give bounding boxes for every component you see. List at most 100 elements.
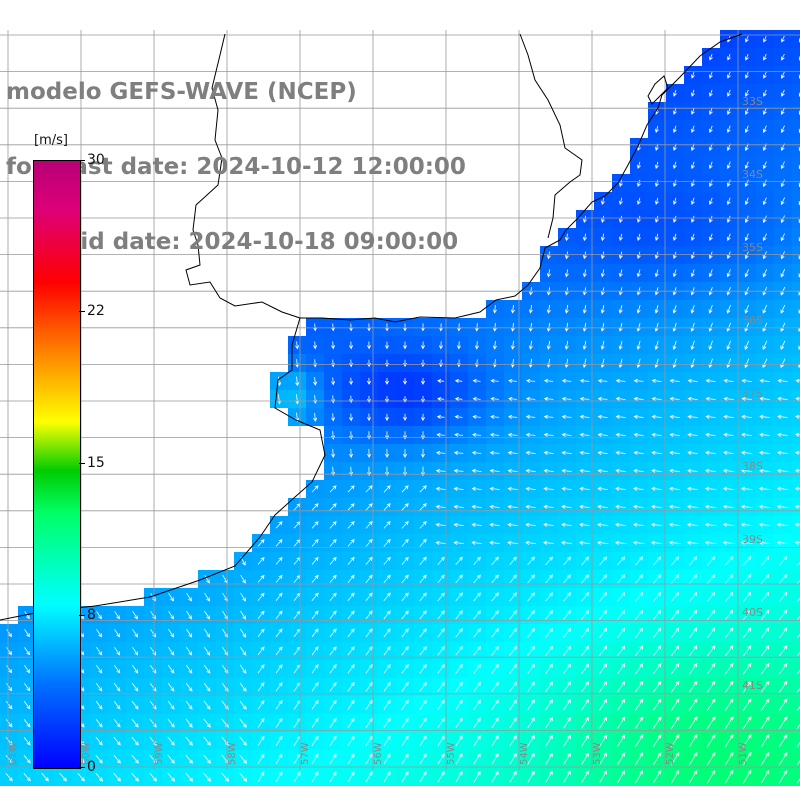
wind-arrow — [726, 107, 731, 115]
wind-arrow — [636, 197, 641, 205]
wind-arrow — [670, 680, 680, 693]
wind-arrow — [582, 322, 587, 332]
wind-speed-cell — [792, 372, 800, 390]
wind-arrow — [686, 504, 699, 509]
wind-arrow — [167, 754, 175, 764]
wind-arrow — [726, 233, 731, 242]
wind-arrow — [383, 681, 391, 692]
wind-arrow — [365, 574, 373, 583]
wind-arrow — [5, 736, 13, 746]
wind-arrow — [528, 340, 533, 350]
wind-arrow — [456, 341, 461, 350]
lagoon-dos-patos — [647, 75, 669, 105]
wind-arrow — [634, 663, 644, 675]
wind-arrow — [419, 610, 427, 620]
wind-speed-cell — [792, 156, 800, 174]
wind-arrow — [347, 503, 355, 511]
wind-arrow — [419, 556, 427, 565]
wind-arrow — [311, 646, 319, 656]
wind-arrow — [563, 734, 571, 747]
wind-arrow — [670, 752, 680, 766]
wind-arrow — [564, 233, 569, 242]
wind-arrow — [688, 769, 698, 784]
wind-arrow — [599, 681, 608, 693]
wind-arrow — [150, 592, 156, 602]
wind-arrow — [653, 574, 662, 584]
wind-arrow — [651, 486, 663, 491]
wind-speed-cell — [792, 30, 800, 48]
wind-arrow — [383, 717, 391, 728]
wind-arrow — [722, 504, 735, 509]
wind-arrow — [365, 753, 373, 765]
wind-arrow — [687, 414, 698, 419]
wind-arrow — [690, 125, 695, 133]
wind-arrow — [651, 450, 662, 455]
wind-arrow — [634, 698, 644, 711]
wind-arrow — [131, 736, 139, 746]
wind-arrow — [740, 540, 753, 545]
wind-arrow — [758, 522, 771, 527]
wind-arrow — [419, 663, 427, 674]
wind-arrow — [706, 591, 716, 602]
wind-arrow — [706, 698, 716, 712]
wind-arrow — [114, 611, 120, 620]
wind-arrow — [401, 717, 409, 728]
wind-arrow — [636, 304, 641, 314]
wind-arrow — [724, 751, 734, 766]
wind-arrow — [776, 504, 789, 509]
wind-arrow — [23, 736, 31, 746]
wind-arrow — [365, 628, 373, 638]
wind-arrow — [776, 540, 789, 545]
wind-arrow — [491, 556, 499, 566]
wind-arrow — [6, 647, 12, 656]
wind-arrow — [295, 341, 300, 350]
wind-arrow — [203, 736, 211, 746]
wind-arrow — [113, 736, 121, 746]
wind-arrow — [600, 233, 605, 242]
wind-arrow — [455, 681, 463, 692]
wind-arrow — [401, 681, 409, 692]
wind-arrow — [689, 556, 698, 566]
wind-arrow — [525, 468, 536, 473]
wind-arrow — [525, 396, 536, 401]
latitude-label: 33S — [742, 95, 763, 108]
wind-arrow — [651, 504, 663, 509]
colorbar-label-8: 8 — [87, 607, 96, 623]
wind-arrow — [653, 609, 662, 620]
wind-arrow — [347, 664, 355, 674]
wind-speed-cell — [792, 408, 800, 426]
wind-arrow — [762, 125, 767, 134]
wind-arrow — [671, 591, 680, 602]
wind-arrow — [636, 161, 641, 169]
wind-arrow — [618, 340, 623, 350]
wind-arrow — [796, 597, 800, 602]
wind-arrow — [489, 432, 500, 437]
wind-arrow — [672, 197, 677, 205]
wind-arrow — [77, 772, 85, 782]
wind-arrow — [489, 468, 500, 473]
wind-arrow — [724, 591, 734, 602]
wind-arrow — [652, 770, 662, 784]
wind-arrow — [5, 754, 13, 764]
colorbar-units: [m/s] — [34, 133, 68, 148]
wind-arrow — [329, 610, 337, 620]
wind-arrow — [545, 717, 553, 729]
wind-arrow — [489, 522, 500, 527]
wind-arrow — [615, 396, 626, 401]
wind-arrow — [527, 574, 535, 584]
wind-arrow — [724, 574, 734, 584]
wind-arrow — [758, 468, 771, 473]
wind-arrow — [708, 322, 713, 332]
wind-arrow — [471, 504, 482, 509]
wind-arrow — [383, 664, 391, 674]
wind-arrow — [311, 503, 319, 511]
wind-arrow — [597, 378, 608, 383]
wind-arrow — [471, 522, 482, 527]
wind-arrow — [651, 378, 662, 383]
wind-arrow — [347, 699, 355, 710]
longitude-label: 60W — [81, 742, 92, 765]
wind-arrow — [741, 414, 752, 419]
wind-arrow — [633, 468, 644, 473]
wind-arrow — [687, 378, 698, 383]
wind-arrow — [313, 412, 318, 422]
